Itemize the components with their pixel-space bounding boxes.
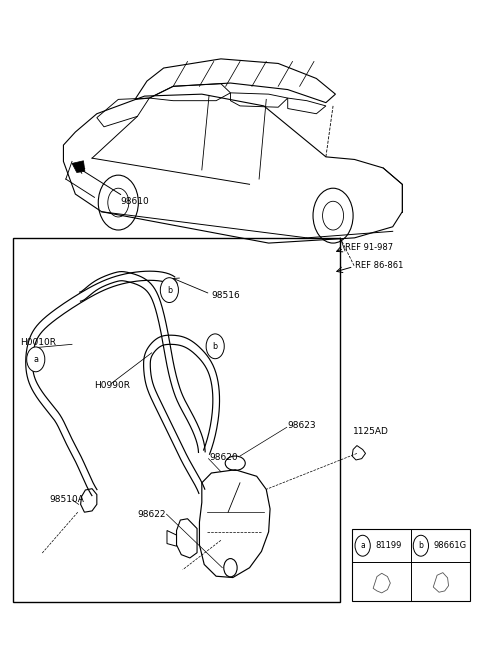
Polygon shape xyxy=(72,161,85,173)
Text: b: b xyxy=(419,541,423,550)
Bar xyxy=(13,238,340,602)
Text: H0010R: H0010R xyxy=(21,338,57,347)
Circle shape xyxy=(413,535,429,556)
Text: 81199: 81199 xyxy=(375,541,401,550)
Text: 98516: 98516 xyxy=(211,291,240,300)
Text: 1125AD: 1125AD xyxy=(353,428,388,436)
Text: 98620: 98620 xyxy=(209,453,238,462)
Text: b: b xyxy=(213,342,218,351)
Circle shape xyxy=(160,277,179,302)
Text: b: b xyxy=(167,285,172,295)
Circle shape xyxy=(355,535,370,556)
Text: 98510A: 98510A xyxy=(49,495,84,504)
Bar xyxy=(352,529,470,601)
Text: H0990R: H0990R xyxy=(95,381,131,390)
Text: a: a xyxy=(360,541,365,550)
Text: a: a xyxy=(33,355,38,364)
Text: 98610: 98610 xyxy=(120,197,149,207)
Circle shape xyxy=(206,334,224,359)
Text: REF 86-861: REF 86-861 xyxy=(355,261,403,270)
Text: 98661G: 98661G xyxy=(433,541,467,550)
Text: 98622: 98622 xyxy=(137,510,166,519)
Text: REF 91-987: REF 91-987 xyxy=(345,243,393,251)
Circle shape xyxy=(27,347,45,372)
Text: 98623: 98623 xyxy=(288,422,316,430)
